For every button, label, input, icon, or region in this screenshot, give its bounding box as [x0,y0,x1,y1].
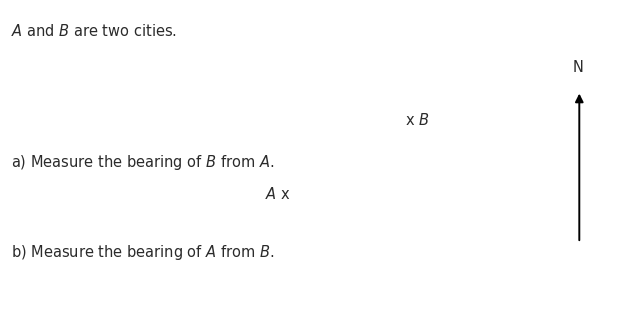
Text: $\it{A}$ x: $\it{A}$ x [265,186,290,202]
Text: x $\it{B}$: x $\it{B}$ [405,112,429,128]
Text: a) Measure the bearing of $\it{B}$ from $\it{A}$.: a) Measure the bearing of $\it{B}$ from … [11,153,275,171]
Text: N: N [572,60,584,75]
Text: $\it{A}$ and $\it{B}$ are two cities.: $\it{A}$ and $\it{B}$ are two cities. [11,23,177,39]
Text: b) Measure the bearing of $\it{A}$ from $\it{B}$.: b) Measure the bearing of $\it{A}$ from … [11,243,275,262]
